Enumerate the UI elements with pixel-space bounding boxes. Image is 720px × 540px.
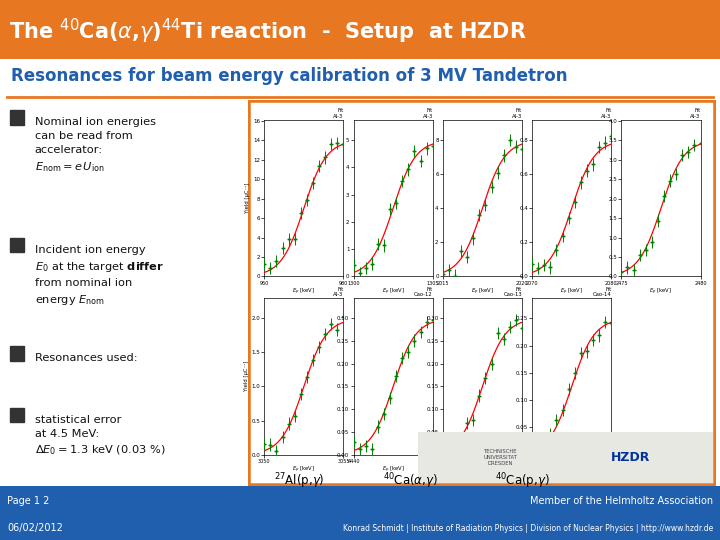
Text: Member of the Helmholtz Association: Member of the Helmholtz Association xyxy=(530,496,713,506)
Text: Fit
Al-3: Fit Al-3 xyxy=(333,109,343,119)
Text: Resonances used:: Resonances used: xyxy=(35,353,138,363)
Text: HZDR: HZDR xyxy=(611,451,650,464)
X-axis label: $E_p$ [keV]: $E_p$ [keV] xyxy=(560,287,583,297)
X-axis label: $E_p$ [keV]: $E_p$ [keV] xyxy=(292,287,315,297)
X-axis label: $E_p$ [keV]: $E_p$ [keV] xyxy=(560,465,583,475)
X-axis label: $E_p$ [keV]: $E_p$ [keV] xyxy=(471,287,494,297)
Bar xyxy=(10,110,24,125)
X-axis label: $E_p$ [keV]: $E_p$ [keV] xyxy=(382,287,405,297)
Text: Fit
Al-3: Fit Al-3 xyxy=(512,109,522,119)
Bar xyxy=(10,238,24,252)
Text: Page 1 2: Page 1 2 xyxy=(7,496,50,506)
Text: $^{40}$Ca($\alpha$,$\gamma$): $^{40}$Ca($\alpha$,$\gamma$) xyxy=(383,472,438,491)
Text: Fit
Al-3: Fit Al-3 xyxy=(690,109,701,119)
X-axis label: $E_p$ [keV]: $E_p$ [keV] xyxy=(292,465,315,475)
Text: 06/02/2012: 06/02/2012 xyxy=(7,523,63,533)
Text: The $^{40}$Ca($\alpha$,$\gamma$)$^{44}$Ti reaction  -  Setup  at HZDR: The $^{40}$Ca($\alpha$,$\gamma$)$^{44}$T… xyxy=(9,16,526,46)
Text: TECHNISCHE
UNIVERSITAT
DRESDEN: TECHNISCHE UNIVERSITAT DRESDEN xyxy=(483,449,517,467)
X-axis label: $E_p$ [keV]: $E_p$ [keV] xyxy=(471,465,494,475)
Y-axis label: Yield [μC⁻¹]: Yield [μC⁻¹] xyxy=(246,183,251,213)
Bar xyxy=(10,408,24,422)
Text: Fit
Al-3: Fit Al-3 xyxy=(423,109,433,119)
Text: Fit
Cao-12: Fit Cao-12 xyxy=(414,287,433,298)
Y-axis label: Yield [μC⁻¹]: Yield [μC⁻¹] xyxy=(243,361,248,392)
Text: Fit
Cao-14: Fit Cao-14 xyxy=(593,287,611,298)
Text: Fit
Al-3: Fit Al-3 xyxy=(333,287,343,298)
X-axis label: $E_p$ [keV]: $E_p$ [keV] xyxy=(382,465,405,475)
Text: $^{40}$Ca(p,$\gamma$): $^{40}$Ca(p,$\gamma$) xyxy=(495,472,549,491)
Text: $^{27}$Al(p,$\gamma$): $^{27}$Al(p,$\gamma$) xyxy=(274,472,324,491)
Text: Fit
Al-3: Fit Al-3 xyxy=(601,109,611,119)
Bar xyxy=(10,346,24,361)
Text: Resonances for beam energy calibration of 3 MV Tandetron: Resonances for beam energy calibration o… xyxy=(11,66,567,85)
X-axis label: $E_p$ [keV]: $E_p$ [keV] xyxy=(649,287,672,297)
Text: Incident ion energy
$E_0$ at the target $\mathbf{differ}$
from nominal ion
energ: Incident ion energy $E_0$ at the target … xyxy=(35,245,164,307)
Text: statistical error
at 4.5 MeV:
$\Delta E_0 = 1.3$ keV (0.03 %): statistical error at 4.5 MeV: $\Delta E_… xyxy=(35,415,166,457)
Text: Nominal ion energies
can be read from
accelerator:
$\mathit{E}_{\mathrm{nom}} = : Nominal ion energies can be read from ac… xyxy=(35,117,156,174)
Text: Konrad Schmidt | Institute of Radiation Physics | Division of Nuclear Physics | : Konrad Schmidt | Institute of Radiation … xyxy=(343,524,713,532)
Text: Fit
Cao-13: Fit Cao-13 xyxy=(503,287,522,298)
